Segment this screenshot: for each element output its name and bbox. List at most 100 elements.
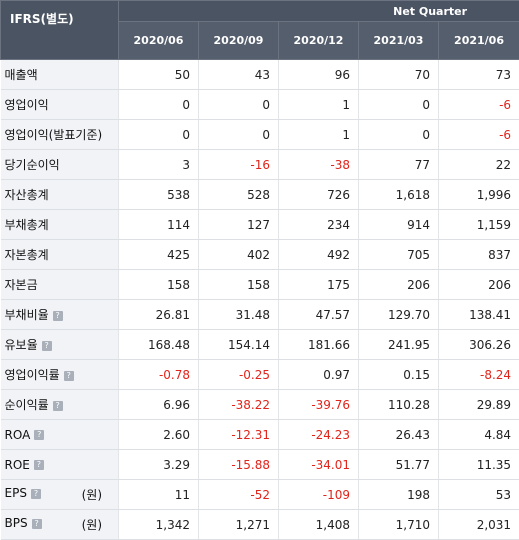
row-label: 영업이익(발표기준) [5,128,103,142]
row-label: 자산총계 [5,188,49,202]
value-cell: 47.57 [279,300,359,330]
value-cell: 0 [199,120,279,150]
value-cell: 26.43 [359,420,439,450]
help-icon[interactable]: ? [31,489,41,499]
value-cell: 3.29 [119,450,199,480]
value-cell: 168.48 [119,330,199,360]
help-icon[interactable]: ? [34,430,44,440]
value-cell: 0 [119,120,199,150]
row-label-cell: 부채비율? [1,300,119,330]
period-header[interactable]: 2020/06 [119,22,199,60]
value-cell: 181.66 [279,330,359,360]
period-header[interactable]: 2020/09 [199,22,279,60]
help-icon[interactable]: ? [34,460,44,470]
row-label-cell: 유보율? [1,330,119,360]
value-cell: 2.60 [119,420,199,450]
value-cell: 1,342 [119,510,199,540]
value-cell: 1,159 [439,210,519,240]
row-label: 매출액 [5,68,38,82]
row-label-cell: 자산총계 [1,180,119,210]
value-cell: 6.96 [119,390,199,420]
value-cell: 837 [439,240,519,270]
value-cell: 158 [119,270,199,300]
value-cell: 53 [439,480,519,510]
value-cell: -12.31 [199,420,279,450]
value-cell: 11.35 [439,450,519,480]
value-cell: -0.78 [119,360,199,390]
value-cell: 914 [359,210,439,240]
value-cell: -0.25 [199,360,279,390]
help-icon[interactable]: ? [53,311,63,321]
value-cell: 0 [359,120,439,150]
period-header[interactable]: 2021/03 [359,22,439,60]
value-cell: -38 [279,150,359,180]
value-cell: -8.24 [439,360,519,390]
value-cell: -24.23 [279,420,359,450]
value-cell: -6 [439,120,519,150]
value-cell: 114 [119,210,199,240]
value-cell: 175 [279,270,359,300]
value-cell: 1,618 [359,180,439,210]
row-label: BPS [5,516,28,530]
value-cell: 0 [199,90,279,120]
help-icon[interactable]: ? [32,519,42,529]
value-cell: 31.48 [199,300,279,330]
period-header[interactable]: 2020/12 [279,22,359,60]
value-cell: 528 [199,180,279,210]
help-icon[interactable]: ? [64,371,74,381]
value-cell: 129.70 [359,300,439,330]
value-cell: 538 [119,180,199,210]
value-cell: 4.84 [439,420,519,450]
value-cell: 198 [359,480,439,510]
value-cell: 1,271 [199,510,279,540]
value-cell: 726 [279,180,359,210]
value-cell: -16 [199,150,279,180]
value-cell: 3 [119,150,199,180]
value-cell: 1,710 [359,510,439,540]
row-label-cell: 영업이익률? [1,360,119,390]
row-label: 부채총계 [5,218,49,232]
value-cell: 51.77 [359,450,439,480]
value-cell: 22 [439,150,519,180]
row-label: 당기순이익 [5,158,60,172]
value-cell: -6 [439,90,519,120]
period-header[interactable]: 2021/06 [439,22,519,60]
value-cell: 154.14 [199,330,279,360]
value-cell: 50 [119,60,199,90]
row-label-cell: 영업이익(발표기준) [1,120,119,150]
row-label: 영업이익 [5,98,49,112]
value-cell: 1,996 [439,180,519,210]
row-label-cell: ROA? [1,420,119,450]
value-cell: -34.01 [279,450,359,480]
row-label-cell: 매출액 [1,60,119,90]
value-cell: 43 [199,60,279,90]
row-label-cell: 순이익률? [1,390,119,420]
value-cell: 402 [199,240,279,270]
table-corner-header: IFRS(별도) [1,1,119,60]
value-cell: 158 [199,270,279,300]
value-cell: 1,408 [279,510,359,540]
row-label: 자본금 [5,278,38,292]
value-cell: 492 [279,240,359,270]
value-cell: -52 [199,480,279,510]
value-cell: 96 [279,60,359,90]
value-cell: 1 [279,120,359,150]
value-cell: 1 [279,90,359,120]
value-cell: 29.89 [439,390,519,420]
value-cell: 206 [439,270,519,300]
value-cell: -39.76 [279,390,359,420]
help-icon[interactable]: ? [42,341,52,351]
help-icon[interactable]: ? [53,401,63,411]
value-cell: 127 [199,210,279,240]
value-cell: 0 [359,90,439,120]
value-cell: 705 [359,240,439,270]
